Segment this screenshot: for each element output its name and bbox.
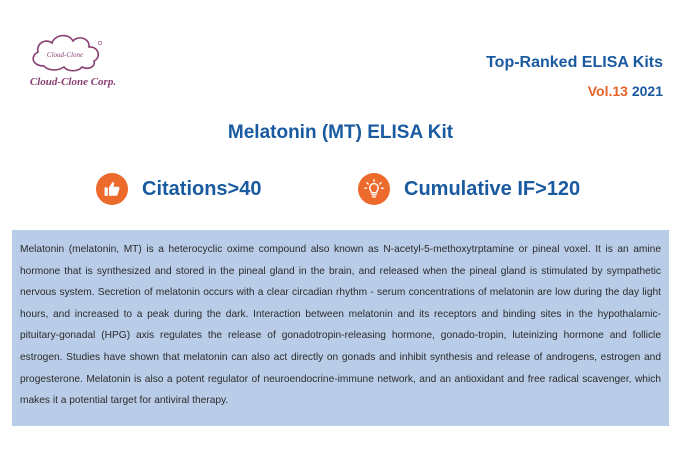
- cloud-logo-icon: Cloud-Clone: [32, 34, 103, 72]
- header-title: Top-Ranked ELISA Kits: [486, 54, 663, 71]
- company-name: Cloud-Clone Corp.: [29, 76, 117, 88]
- thumbs-up-icon: [96, 173, 128, 205]
- description-panel: Melatonin (melatonin, MT) is a heterocyc…: [12, 230, 669, 426]
- volume-label: Vol.13 2021: [588, 83, 663, 99]
- lightbulb-icon: [358, 173, 390, 205]
- company-logo: Cloud-Clone Cloud-Clone Corp.: [18, 30, 128, 94]
- description-text: Melatonin (melatonin, MT) is a heterocyc…: [20, 244, 661, 407]
- volume-year: 2021: [631, 83, 663, 99]
- volume-number: Vol.13: [587, 83, 628, 99]
- citations-stat: Citations>40: [96, 172, 261, 206]
- impact-factor-label: Cumulative IF>120: [404, 177, 581, 200]
- page-title: Melatonin (MT) ELISA Kit: [227, 122, 454, 143]
- citations-label: Citations>40: [142, 177, 262, 200]
- impact-factor-stat: Cumulative IF>120: [358, 172, 580, 206]
- logo-inner-text: Cloud-Clone: [47, 51, 83, 59]
